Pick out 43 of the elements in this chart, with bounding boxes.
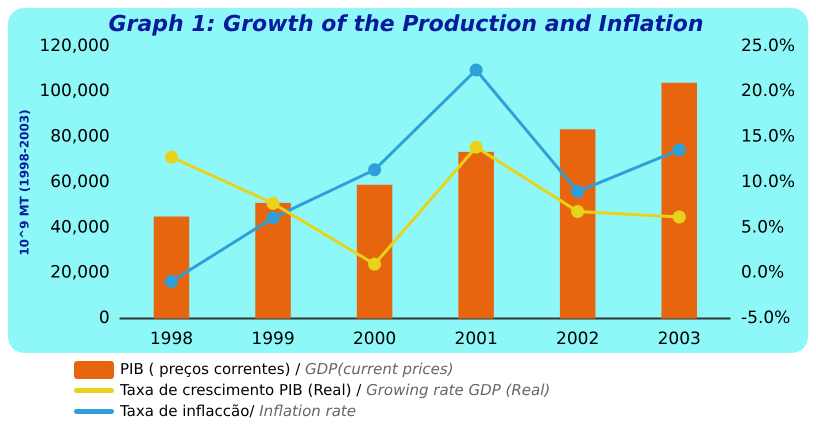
bar — [458, 152, 494, 319]
y-tick-label: 120,000 — [39, 36, 110, 56]
y2-tick-label: 0.0% — [740, 262, 784, 283]
y-tick-label: 60,000 — [50, 172, 110, 192]
bar — [255, 202, 291, 319]
x-tick-label: 1998 — [150, 329, 194, 350]
y2-tick-label: 25.0% — [740, 36, 796, 56]
y2-tick-label: 20.0% — [740, 81, 796, 102]
y2-tick-label: 15.0% — [740, 126, 796, 147]
point — [571, 205, 584, 218]
y-tick-label: 100,000 — [39, 81, 110, 102]
x-tick-label: 2002 — [556, 329, 600, 350]
y-tick-label: 0 — [98, 308, 110, 328]
x-tick-label: 2001 — [454, 329, 498, 350]
y-tick-label: 80,000 — [50, 126, 110, 147]
bar — [560, 129, 596, 319]
point — [368, 258, 382, 271]
x-tick-label: 1999 — [251, 329, 295, 350]
y-axis-title: 10^9 MT (1998-2003) — [17, 109, 32, 256]
point — [266, 196, 280, 210]
x-tick-label: 2000 — [352, 329, 396, 350]
legend-label: PIB ( preços correntes) / GDP(current prices) — [120, 359, 454, 380]
point — [368, 163, 382, 176]
x-tick-label: 2003 — [658, 329, 701, 350]
y2-tick-label: 5.0% — [740, 217, 784, 238]
point — [672, 210, 686, 224]
bar — [154, 216, 190, 319]
point — [571, 185, 584, 198]
point — [672, 143, 686, 156]
point — [266, 211, 280, 224]
bar — [356, 184, 392, 319]
y-tick-label: 20,000 — [50, 262, 110, 283]
chart-title: Graph 1: Growth of the Production and Inflation — [108, 12, 704, 37]
point — [470, 140, 483, 154]
point — [470, 63, 483, 76]
y2-tick-label: 10.0% — [740, 172, 796, 192]
y-tick-label: 40,000 — [50, 217, 110, 238]
bar — [661, 82, 697, 319]
legend-label: Taxa de inflaccão/ Inflation rate — [120, 401, 356, 422]
point — [164, 150, 178, 164]
point — [164, 274, 178, 288]
legend-label: Taxa de crescimento PIB (Real) / Growing rate GDP (Real) — [120, 380, 550, 401]
y2-tick-label: -5.0% — [740, 308, 790, 328]
